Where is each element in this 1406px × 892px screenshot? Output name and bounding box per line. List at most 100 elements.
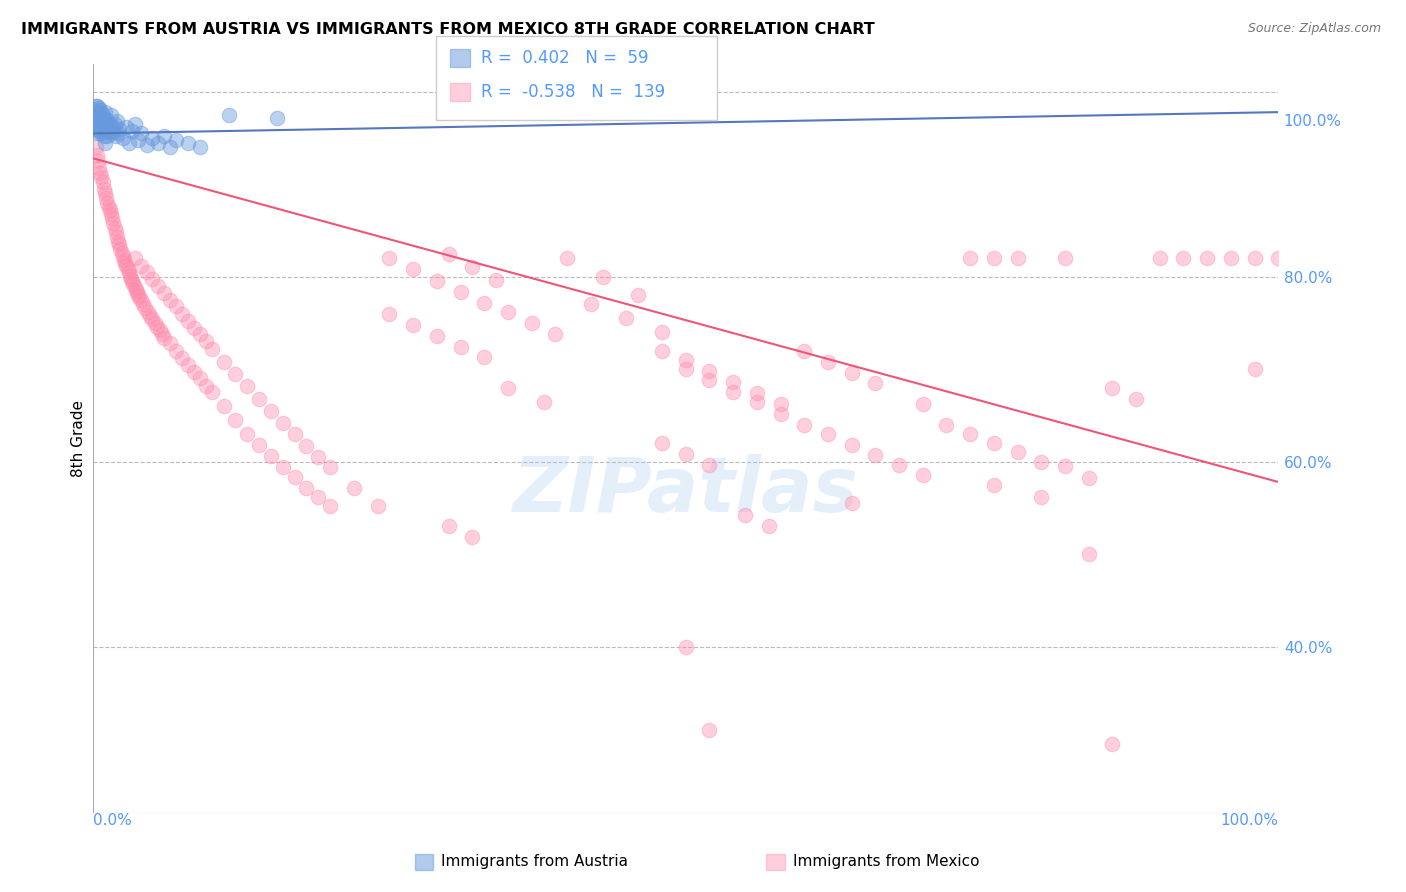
Point <box>758 519 780 533</box>
Point <box>94 136 117 150</box>
Point <box>101 211 124 226</box>
Point <box>1101 737 1123 751</box>
Point <box>520 316 543 330</box>
Point <box>437 519 460 533</box>
Point <box>118 268 141 283</box>
Point <box>148 279 170 293</box>
Point <box>135 265 157 279</box>
Point <box>110 242 132 256</box>
Point <box>485 273 508 287</box>
Point <box>84 98 107 112</box>
Text: R =  0.402   N =  59: R = 0.402 N = 59 <box>481 49 648 67</box>
Point <box>146 319 169 334</box>
Point <box>555 251 578 265</box>
Point <box>94 114 117 128</box>
Point <box>121 274 143 288</box>
Point <box>90 169 112 184</box>
Point <box>699 458 721 473</box>
Point <box>90 127 112 141</box>
Point <box>592 269 614 284</box>
Point <box>1219 251 1241 265</box>
Point <box>89 108 111 122</box>
Point <box>170 307 193 321</box>
Point <box>118 136 141 150</box>
Point <box>201 342 224 356</box>
Point <box>319 460 342 475</box>
Point <box>96 195 118 210</box>
Point <box>107 127 129 141</box>
Point <box>437 246 460 260</box>
Point <box>91 121 114 136</box>
Point <box>247 392 270 406</box>
Point <box>865 376 887 390</box>
Point <box>118 265 141 279</box>
Point <box>675 362 697 376</box>
Point <box>745 394 768 409</box>
Point <box>911 397 934 411</box>
Point <box>86 147 108 161</box>
Point <box>1267 251 1289 265</box>
Point <box>150 326 173 341</box>
Point <box>135 138 157 153</box>
Point <box>793 417 815 432</box>
Point <box>651 325 673 339</box>
Point <box>86 121 108 136</box>
Point <box>183 365 205 379</box>
Point <box>1007 251 1029 265</box>
Point <box>983 251 1005 265</box>
Point <box>1031 455 1053 469</box>
Point <box>141 131 163 145</box>
Point <box>188 326 211 341</box>
Point <box>260 449 283 463</box>
Point <box>1197 251 1219 265</box>
Point <box>1007 445 1029 459</box>
Point <box>651 343 673 358</box>
Point <box>159 140 181 154</box>
Point <box>129 259 152 273</box>
Point <box>627 288 650 302</box>
Point <box>183 320 205 334</box>
Point <box>295 481 318 495</box>
Point <box>117 262 139 277</box>
Y-axis label: 8th Grade: 8th Grade <box>72 400 86 477</box>
Point <box>127 288 149 302</box>
Point <box>87 117 110 131</box>
Point <box>472 295 495 310</box>
Point <box>224 367 246 381</box>
Point <box>260 403 283 417</box>
Point <box>236 426 259 441</box>
Point <box>307 490 329 504</box>
Point <box>125 285 148 300</box>
Point <box>675 447 697 461</box>
Point <box>236 379 259 393</box>
Point <box>194 334 217 349</box>
Point <box>651 436 673 450</box>
Point <box>378 251 401 265</box>
Point <box>143 316 166 330</box>
Point <box>1053 459 1076 474</box>
Point <box>224 413 246 427</box>
Point <box>295 439 318 453</box>
Point <box>201 385 224 400</box>
Point <box>86 111 108 125</box>
Point <box>87 112 110 127</box>
Point <box>1125 392 1147 406</box>
Point <box>1173 251 1195 265</box>
Point <box>87 112 110 127</box>
Text: ZIPatlas: ZIPatlas <box>513 454 859 528</box>
Point <box>103 220 125 235</box>
Point <box>177 358 200 372</box>
Point <box>114 256 136 270</box>
Point <box>153 286 176 301</box>
Point <box>1149 251 1171 265</box>
Point <box>111 131 134 145</box>
Point <box>194 379 217 393</box>
Point <box>496 381 519 395</box>
Point <box>87 102 110 116</box>
Point <box>721 375 744 389</box>
Point <box>402 262 425 277</box>
Text: Immigrants from Austria: Immigrants from Austria <box>441 855 628 869</box>
Point <box>148 136 170 150</box>
Point <box>101 120 124 134</box>
Point <box>93 182 115 196</box>
